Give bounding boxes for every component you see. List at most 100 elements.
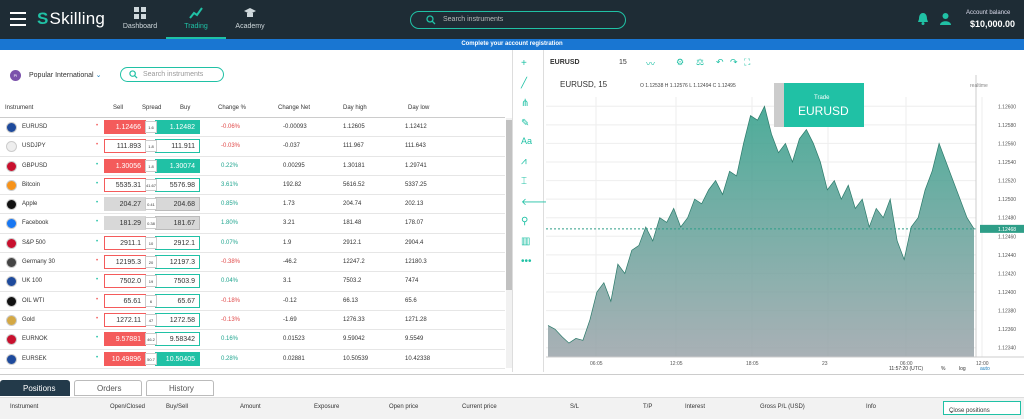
header-spread[interactable]: Spread [142, 105, 162, 111]
header-change-net[interactable]: Change Net [278, 105, 311, 111]
header-day-low[interactable]: Day low [408, 105, 430, 111]
column-header[interactable]: Open/Closed [110, 404, 146, 410]
sell-button[interactable]: 7502.0 [104, 274, 146, 289]
buy-button[interactable]: 65.67 [155, 293, 200, 308]
header-change-pct[interactable]: Change % [218, 105, 247, 111]
table-row[interactable]: S&P 500 • 2911.1 10 2912.1 0.07% 1.9 291… [0, 234, 505, 254]
table-row[interactable]: UK 100 • 7502.0 19 7503.9 0.04% 3.1 7503… [0, 272, 505, 292]
arrow-left-icon[interactable]: 🡐 [521, 197, 548, 208]
fullscreen-icon[interactable]: ⛶ [744, 57, 751, 67]
symbol-input[interactable]: EURUSD [550, 59, 580, 66]
log-toggle[interactable]: log [959, 366, 966, 372]
table-row[interactable]: USDJPY • 111.893 1.8 111.911 -0.03% -0.0… [0, 137, 505, 157]
menu-icon[interactable] [10, 12, 26, 26]
sell-button[interactable]: 1.30056 [104, 158, 146, 173]
table-row[interactable]: GBPUSD • 1.30056 1.8 1.30074 0.22% 0.002… [0, 157, 505, 176]
search-input[interactable]: Search instruments [410, 11, 626, 29]
buy-button[interactable]: 10.50405 [155, 351, 200, 366]
buy-button[interactable]: 1.12482 [155, 120, 200, 134]
user-icon[interactable] [939, 12, 952, 25]
sell-button[interactable]: 1272.11 [104, 312, 146, 327]
bell-icon[interactable] [917, 12, 929, 25]
buy-button[interactable]: 111.911 [155, 139, 200, 154]
table-row[interactable]: Gold • 1272.11 47 1272.58 -0.13% -1.69 1… [0, 311, 505, 331]
column-header[interactable]: Amount [240, 404, 261, 410]
buy-button[interactable]: 1272.58 [155, 312, 200, 327]
auto-toggle[interactable]: auto [980, 366, 990, 372]
nav-academy[interactable]: Academy [220, 6, 280, 39]
redo-icon[interactable]: ↷ [730, 57, 738, 67]
sell-button[interactable]: 5535.31 [104, 177, 146, 192]
nav-dashboard[interactable]: Dashboard [110, 6, 170, 39]
buy-button[interactable]: 204.68 [155, 197, 200, 212]
header-instrument[interactable]: Instrument [5, 105, 34, 111]
trade-widget[interactable] [784, 83, 864, 127]
header-buy[interactable]: Buy [180, 105, 191, 111]
column-header[interactable]: Gross P/L (USD) [760, 404, 805, 410]
sell-button[interactable]: 10.49896 [104, 351, 146, 366]
table-row[interactable]: OIL WTI • 65.61 6 65.67 -0.18% -0.12 66.… [0, 292, 505, 311]
registration-banner[interactable]: Complete your account registration [0, 39, 1024, 50]
crosshair-icon[interactable]: + [521, 58, 527, 69]
buy-button[interactable]: 181.67 [155, 216, 200, 231]
logo[interactable]: SSkilling [37, 9, 106, 28]
compare-icon[interactable]: ⚖ [696, 57, 705, 67]
tab-orders[interactable]: Orders [74, 380, 142, 396]
measure-icon[interactable]: ⌶ [521, 176, 527, 187]
header-sell[interactable]: Sell [113, 105, 124, 111]
table-row[interactable]: Bitcoin • 5535.31 41.67 5576.98 3.61% 19… [0, 176, 505, 196]
chart-type-icon[interactable]: 〰 [646, 59, 656, 69]
column-header[interactable]: Exposure [314, 404, 340, 410]
sell-button[interactable]: 181.29 [104, 216, 146, 231]
settings-icon[interactable]: ⚙ [676, 57, 685, 67]
nav-trading[interactable]: Trading [166, 6, 226, 39]
buy-button[interactable]: 12197.3 [155, 255, 200, 270]
tab-positions[interactable]: Positions [0, 380, 70, 396]
buy-button[interactable]: 7503.9 [155, 274, 200, 289]
trendline-icon[interactable]: ╱ [521, 78, 528, 89]
pattern-icon[interactable]: ⩘ [521, 156, 527, 167]
instrument-search-input[interactable]: Search instruments [120, 67, 224, 82]
buy-button[interactable]: 2912.1 [155, 235, 200, 250]
buy-button[interactable]: 9.58342 [155, 332, 200, 347]
zoom-icon[interactable]: ⚲ [521, 216, 529, 227]
column-header[interactable]: Open price [389, 404, 419, 410]
trade-drag-handle[interactable] [774, 83, 784, 127]
price-chart[interactable]: 1.12600 1.12580 1.12560 1.12540 1.12520 1.125… [546, 75, 1024, 372]
table-row[interactable]: Germany 30 • 12195.3 20 12197.3 -0.38% -… [0, 253, 505, 273]
sell-button[interactable]: 111.893 [104, 139, 146, 154]
interval-select[interactable]: 15 [619, 59, 627, 66]
sell-button[interactable]: 9.57881 [104, 332, 146, 347]
watchlist-scrollbar[interactable] [506, 118, 512, 368]
sell-button[interactable]: 1.12466 [104, 120, 146, 134]
buy-button[interactable]: 5576.98 [155, 177, 200, 192]
buy-button[interactable]: 1.30074 [155, 158, 200, 173]
tab-history[interactable]: History [146, 380, 214, 396]
table-row[interactable]: Facebook • 181.29 0.38 181.67 1.80% 3.21… [0, 214, 505, 234]
column-header[interactable]: S/L [570, 404, 580, 410]
column-header[interactable]: Interest [685, 404, 706, 410]
sell-button[interactable]: 12195.3 [104, 255, 146, 270]
sell-button[interactable]: 2911.1 [104, 235, 146, 250]
list-selector[interactable]: Popular International ⌄ [29, 71, 101, 79]
percent-toggle[interactable]: % [941, 366, 946, 372]
column-header[interactable]: Info [866, 404, 877, 410]
table-row[interactable]: EURSEK • 10.49896 50.7 10.50405 0.28% 0.… [0, 350, 505, 369]
header-day-high[interactable]: Day high [343, 105, 367, 111]
column-header[interactable]: Buy/Sell [166, 404, 189, 410]
column-header[interactable]: Current price [462, 404, 497, 410]
brush-icon[interactable]: ✎ [521, 118, 530, 129]
column-header[interactable]: Instrument [10, 404, 39, 410]
sell-button[interactable]: 65.61 [104, 293, 146, 308]
table-row[interactable]: EURNOK • 9.57881 46.2 9.58342 0.16% 0.01… [0, 330, 505, 350]
table-row[interactable]: EURUSD • 1.12466 1.6 1.12482 -0.06% -0.0… [0, 118, 505, 138]
undo-icon[interactable]: ↶ [716, 57, 724, 67]
column-header[interactable]: T/P [643, 404, 653, 410]
sell-button[interactable]: 204.27 [104, 197, 146, 212]
pitchfork-icon[interactable]: ⋔ [521, 98, 530, 109]
more-icon[interactable]: ••• [521, 256, 532, 267]
table-row[interactable]: Apple • 204.27 0.41 204.68 0.85% 1.73 20… [0, 195, 505, 215]
close-positions-select[interactable]: Close positions ⌄ [943, 401, 1021, 415]
text-icon[interactable]: Aa [521, 136, 533, 146]
chart-icon[interactable]: ▥ [521, 236, 531, 247]
